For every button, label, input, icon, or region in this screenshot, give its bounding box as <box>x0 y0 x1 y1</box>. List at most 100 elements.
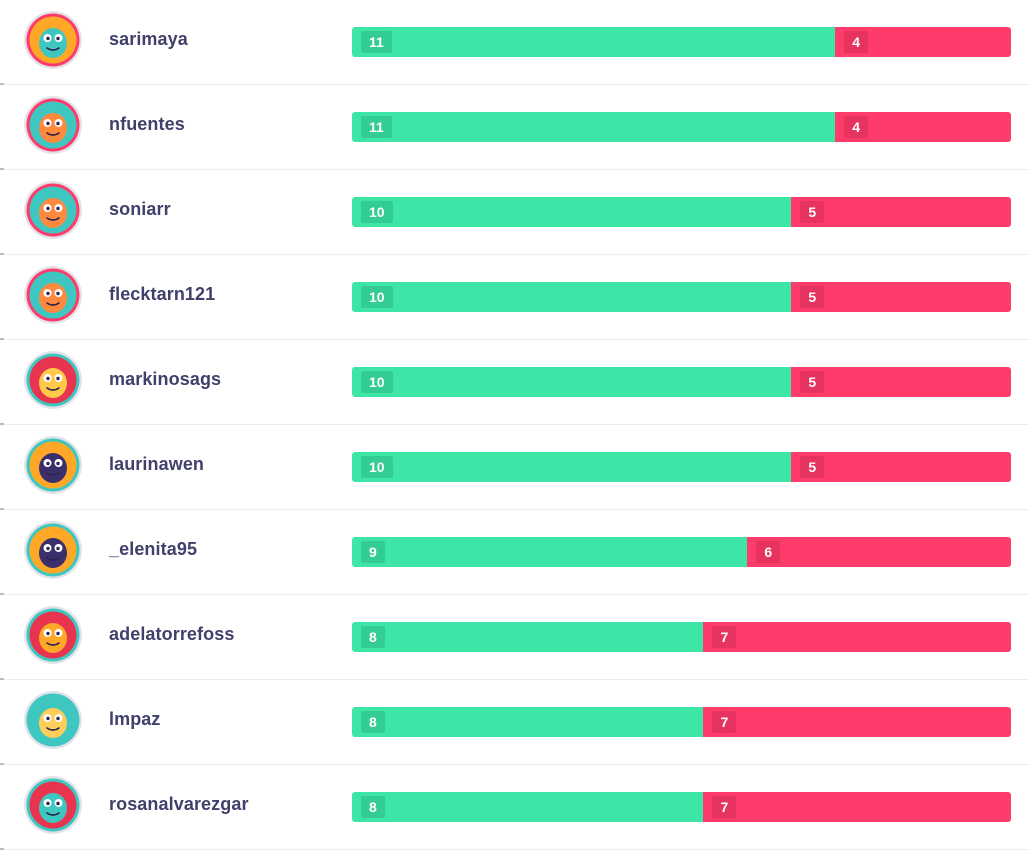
wrong-segment: 5 <box>791 197 1011 227</box>
leaderboard-row: flecktarn121 10 5 <box>0 255 1029 340</box>
leaderboard-row: adelatorrefoss 8 7 <box>0 595 1029 680</box>
avatar-svg <box>24 776 82 834</box>
wrong-count: 7 <box>712 711 737 733</box>
orange-robot-avatar-icon <box>24 606 82 664</box>
wrong-count: 6 <box>756 541 781 563</box>
score-bar: 11 4 <box>352 27 1011 57</box>
correct-segment: 11 <box>352 27 836 57</box>
correct-count: 10 <box>361 371 393 393</box>
wrong-count: 7 <box>712 626 737 648</box>
username[interactable]: sarimaya <box>109 29 188 49</box>
wrong-count: 5 <box>800 201 825 223</box>
score-bar: 8 7 <box>352 707 1011 737</box>
row-divider <box>0 763 1029 765</box>
row-divider <box>0 678 1029 680</box>
avatar-svg <box>24 11 82 69</box>
correct-segment: 8 <box>352 622 704 652</box>
username[interactable]: flecktarn121 <box>109 284 216 304</box>
wrong-count: 4 <box>844 116 869 138</box>
yellow-chameleon-avatar-icon <box>24 691 82 749</box>
wrong-count: 5 <box>800 371 825 393</box>
wrong-segment: 7 <box>703 707 1011 737</box>
leaderboard-row: nfuentes 11 4 <box>0 85 1029 170</box>
correct-count: 10 <box>361 456 393 478</box>
orange-dinosaur-avatar-icon <box>24 11 82 69</box>
avatar-svg <box>24 606 82 664</box>
score-bar: 11 4 <box>352 112 1011 142</box>
leaderboard-row: rosanalvarezgar 8 7 <box>0 765 1029 850</box>
score-bar: 10 5 <box>352 452 1011 482</box>
wrong-count: 5 <box>800 456 825 478</box>
score-bar: 10 5 <box>352 282 1011 312</box>
wrong-segment: 5 <box>791 452 1011 482</box>
row-divider <box>0 168 1029 170</box>
leaderboard-row: laurinawen 10 5 <box>0 425 1029 510</box>
leaderboard-row: sarimaya 11 4 <box>0 0 1029 85</box>
wrong-count: 5 <box>800 286 825 308</box>
username[interactable]: laurinawen <box>109 454 205 474</box>
correct-segment: 10 <box>352 452 792 482</box>
correct-segment: 8 <box>352 707 704 737</box>
correct-count: 10 <box>361 201 393 223</box>
correct-segment: 8 <box>352 792 704 822</box>
wrong-segment: 4 <box>835 27 1011 57</box>
penguin-avatar-icon <box>24 436 82 494</box>
correct-count: 8 <box>361 626 385 648</box>
correct-count: 11 <box>361 31 392 53</box>
avatar-svg <box>24 181 82 239</box>
orange-fish-monster-avatar-icon <box>24 181 82 239</box>
avatar-svg <box>24 266 82 324</box>
wrong-count: 7 <box>712 796 737 818</box>
correct-segment: 10 <box>352 367 792 397</box>
correct-segment: 9 <box>352 537 748 567</box>
row-divider <box>0 593 1029 595</box>
row-divider <box>0 423 1029 425</box>
wrong-segment: 7 <box>703 792 1011 822</box>
wrong-segment: 7 <box>703 622 1011 652</box>
username[interactable]: soniarr <box>109 199 171 219</box>
avatar-svg <box>24 351 82 409</box>
correct-count: 11 <box>361 116 392 138</box>
score-bar: 10 5 <box>352 197 1011 227</box>
wrong-segment: 5 <box>791 282 1011 312</box>
username[interactable]: nfuentes <box>109 114 185 134</box>
orange-popsicle-monster-avatar-icon <box>24 266 82 324</box>
correct-segment: 10 <box>352 282 792 312</box>
score-bar: 9 6 <box>352 537 1011 567</box>
correct-segment: 11 <box>352 112 836 142</box>
penguin-avatar-icon <box>24 521 82 579</box>
avatar-svg <box>24 521 82 579</box>
row-divider <box>0 253 1029 255</box>
yellow-pear-monster-avatar-icon <box>24 351 82 409</box>
username[interactable]: lmpaz <box>109 709 161 729</box>
username[interactable]: _elenita95 <box>109 539 198 559</box>
username[interactable]: adelatorrefoss <box>109 624 235 644</box>
teal-dragon-avatar-icon <box>24 776 82 834</box>
wrong-segment: 5 <box>791 367 1011 397</box>
wrong-count: 4 <box>844 31 869 53</box>
wrong-segment: 4 <box>835 112 1011 142</box>
wrong-segment: 6 <box>747 537 1011 567</box>
row-divider <box>0 83 1029 85</box>
row-divider <box>0 338 1029 340</box>
orange-fish-monster-avatar-icon <box>24 96 82 154</box>
correct-count: 9 <box>361 541 385 563</box>
username[interactable]: markinosags <box>109 369 222 389</box>
leaderboard-row: markinosags 10 5 <box>0 340 1029 425</box>
score-bar: 8 7 <box>352 792 1011 822</box>
avatar-svg <box>24 436 82 494</box>
correct-segment: 10 <box>352 197 792 227</box>
correct-count: 10 <box>361 286 393 308</box>
correct-count: 8 <box>361 796 385 818</box>
avatar-svg <box>24 96 82 154</box>
score-bar: 10 5 <box>352 367 1011 397</box>
leaderboard-row: _elenita95 9 6 <box>0 510 1029 595</box>
row-divider <box>0 508 1029 510</box>
leaderboard-row: lmpaz 8 7 <box>0 680 1029 765</box>
correct-count: 8 <box>361 711 385 733</box>
score-bar: 8 7 <box>352 622 1011 652</box>
avatar-svg <box>24 691 82 749</box>
username[interactable]: rosanalvarezgar <box>109 794 249 814</box>
leaderboard-row: soniarr 10 5 <box>0 170 1029 255</box>
